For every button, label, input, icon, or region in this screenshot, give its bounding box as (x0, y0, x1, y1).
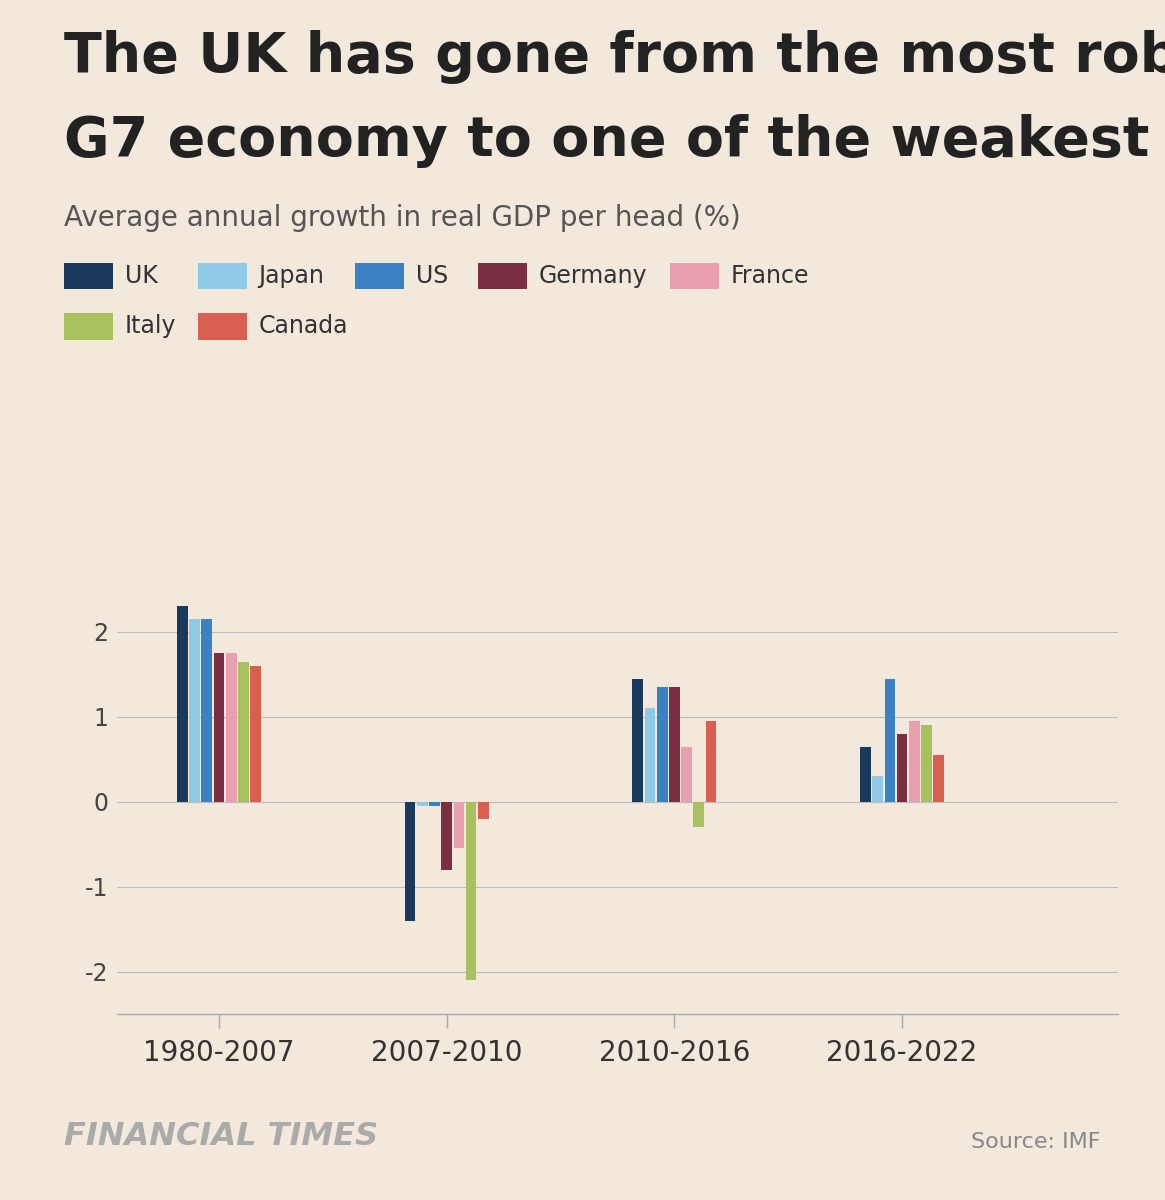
Text: The UK has gone from the most robust: The UK has gone from the most robust (64, 30, 1165, 84)
Bar (933, 755, 944, 802)
Bar (250, 666, 261, 802)
Bar (682, 746, 692, 802)
Bar (238, 661, 249, 802)
Text: Japan: Japan (259, 264, 325, 288)
Bar (884, 679, 895, 802)
Text: Canada: Canada (259, 314, 348, 338)
Bar (177, 606, 188, 802)
Bar (442, 802, 452, 870)
Bar (429, 802, 440, 806)
Text: UK: UK (125, 264, 157, 288)
Bar (909, 721, 919, 802)
Bar (657, 688, 668, 802)
Bar (922, 725, 932, 802)
Bar (417, 802, 428, 806)
Text: Source: IMF: Source: IMF (972, 1132, 1101, 1152)
Bar (478, 802, 488, 818)
Bar (706, 721, 716, 802)
Text: Germany: Germany (538, 264, 647, 288)
Text: Italy: Italy (125, 314, 176, 338)
Bar (897, 734, 908, 802)
Text: France: France (730, 264, 809, 288)
Text: G7 economy to one of the weakest: G7 economy to one of the weakest (64, 114, 1150, 168)
Bar (669, 688, 679, 802)
Bar (226, 653, 236, 802)
Text: FINANCIAL TIMES: FINANCIAL TIMES (64, 1121, 379, 1152)
Bar (453, 802, 464, 848)
Bar (873, 776, 883, 802)
Bar (466, 802, 476, 980)
Bar (189, 619, 200, 802)
Bar (213, 653, 225, 802)
Bar (644, 708, 656, 802)
Bar (693, 802, 704, 827)
Bar (633, 679, 643, 802)
Text: US: US (416, 264, 449, 288)
Text: Average annual growth in real GDP per head (%): Average annual growth in real GDP per he… (64, 204, 741, 232)
Bar (404, 802, 416, 920)
Bar (202, 619, 212, 802)
Bar (860, 746, 871, 802)
